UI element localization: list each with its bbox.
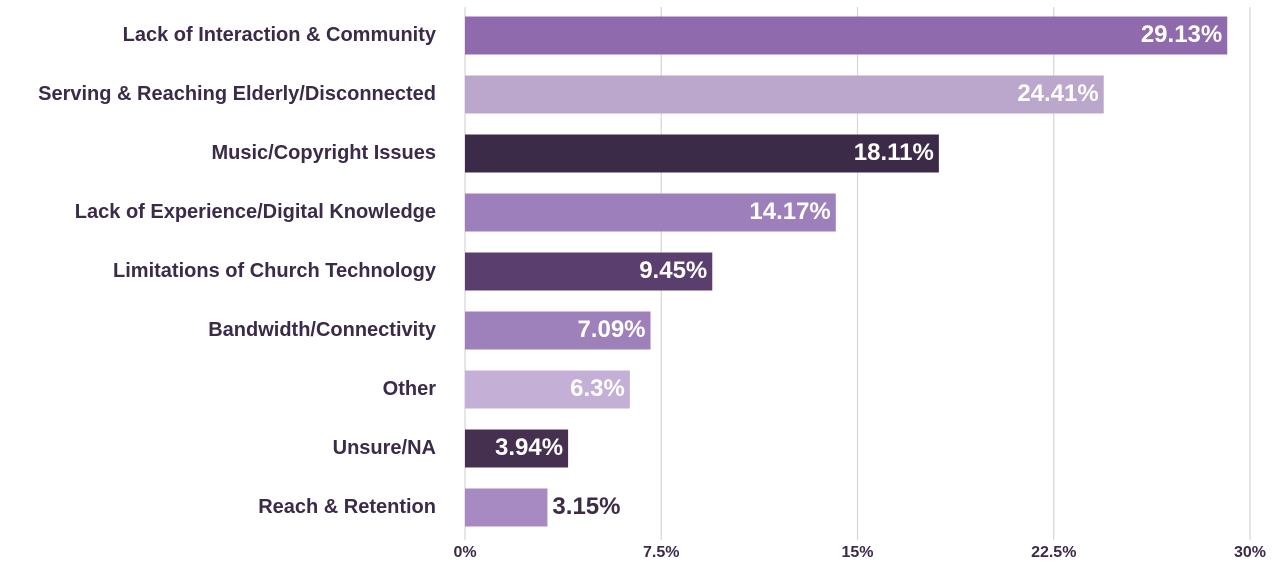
value-label: 24.41%	[1017, 80, 1098, 107]
category-label: Limitations of Church Technology	[113, 260, 437, 282]
bar	[465, 488, 548, 527]
bar	[465, 134, 939, 173]
category-label: Unsure/NA	[333, 437, 436, 459]
x-tick-label: 22.5%	[1031, 544, 1076, 561]
category-label: Serving & Reaching Elderly/Disconnected	[38, 83, 436, 105]
value-label: 3.94%	[495, 434, 563, 461]
value-label: 29.13%	[1141, 21, 1222, 48]
value-label: 14.17%	[749, 198, 830, 225]
bar	[465, 429, 569, 468]
value-label: 7.09%	[577, 316, 645, 343]
value-label: 9.45%	[639, 257, 707, 284]
x-tick-label: 7.5%	[643, 544, 679, 561]
category-label: Lack of Interaction & Community	[123, 24, 437, 46]
bar	[465, 193, 836, 232]
category-label: Other	[383, 378, 437, 400]
category-label: Bandwidth/Connectivity	[208, 319, 437, 341]
x-tick-label: 0%	[453, 544, 476, 561]
category-label: Reach & Retention	[258, 496, 436, 518]
category-label: Music/Copyright Issues	[212, 142, 437, 164]
x-tick-label: 15%	[841, 544, 873, 561]
bar	[465, 370, 630, 409]
bar	[465, 311, 651, 350]
value-label: 3.15%	[552, 493, 620, 520]
bar	[465, 75, 1104, 114]
bar	[465, 16, 1228, 55]
x-tick-label: 30%	[1234, 544, 1266, 561]
value-label: 18.11%	[854, 139, 934, 166]
value-label: 6.3%	[570, 375, 625, 402]
bar	[465, 252, 713, 291]
category-label: Lack of Experience/Digital Knowledge	[75, 201, 436, 223]
